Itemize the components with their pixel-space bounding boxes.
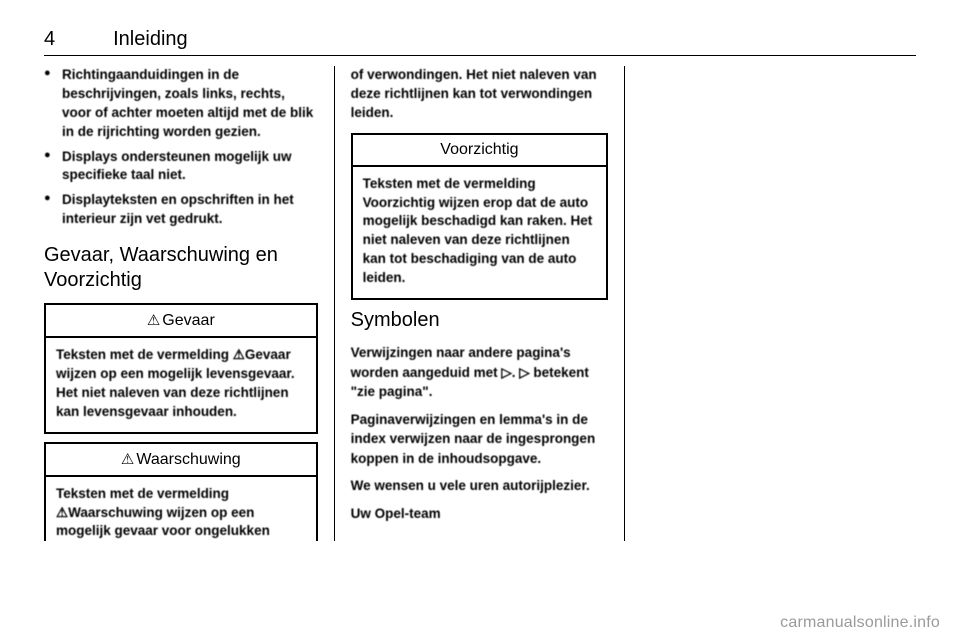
caution-callout: Voorzichtig Teksten met de vermelding Vo… [351, 133, 609, 300]
columns: Richtingaanduidingen in de beschrijvinge… [44, 66, 916, 541]
chapter-title: Inleiding [113, 28, 188, 51]
danger-title: ⚠Gevaar [46, 305, 316, 338]
symbols-paragraph: Verwijzingen naar andere pagina's worden… [351, 343, 609, 402]
symbols-paragraph: Paginaverwijzingen en lemma's in de inde… [351, 410, 609, 469]
symbols-heading: Symbolen [351, 308, 609, 333]
warning-icon: ⚠ [121, 451, 134, 468]
bullet-item: Richtingaanduidingen in de beschrijvinge… [44, 66, 318, 142]
danger-body: Teksten met de vermelding ⚠Gevaar wijzen… [46, 338, 316, 432]
danger-callout: ⚠Gevaar Teksten met de vermelding ⚠Gevaa… [44, 303, 318, 434]
warning-continuation: of verwondingen. Het niet naleven van de… [351, 66, 609, 123]
watermark: carmanualsonline.info [780, 614, 940, 632]
symbols-paragraph: We wensen u vele uren autorijplezier. [351, 476, 609, 496]
column-2: of verwondingen. Het niet naleven van de… [335, 66, 626, 541]
column-1: Richtingaanduidingen in de beschrijvinge… [44, 66, 335, 541]
caution-title: Voorzichtig [353, 135, 607, 167]
manual-page: 4 Inleiding Richtingaanduidingen in de b… [0, 0, 960, 642]
symbols-paragraph: Uw Opel-team [351, 504, 609, 524]
caution-body: Teksten met de vermelding Voorzichtig wi… [353, 167, 607, 298]
column-3 [625, 66, 916, 541]
warning-icon: ⚠ [147, 312, 160, 329]
warning-title: ⚠Waarschuwing [46, 444, 316, 477]
warning-callout: ⚠Waarschuwing Teksten met de vermelding … [44, 442, 318, 542]
bullet-list: Richtingaanduidingen in de beschrijvinge… [44, 66, 318, 229]
danger-title-text: Gevaar [162, 312, 214, 329]
bullet-item: Displayteksten en opschriften in het int… [44, 191, 318, 229]
warning-title-text: Waarschuwing [136, 451, 240, 468]
warning-body: Teksten met de vermelding ⚠Waarschuwing … [46, 477, 316, 542]
page-header: 4 Inleiding [44, 28, 916, 56]
page-number: 4 [44, 28, 55, 51]
section-heading: Gevaar, Waarschuwing en Voorzichtig [44, 243, 318, 293]
bullet-item: Displays ondersteunen mogelijk uw specif… [44, 148, 318, 186]
